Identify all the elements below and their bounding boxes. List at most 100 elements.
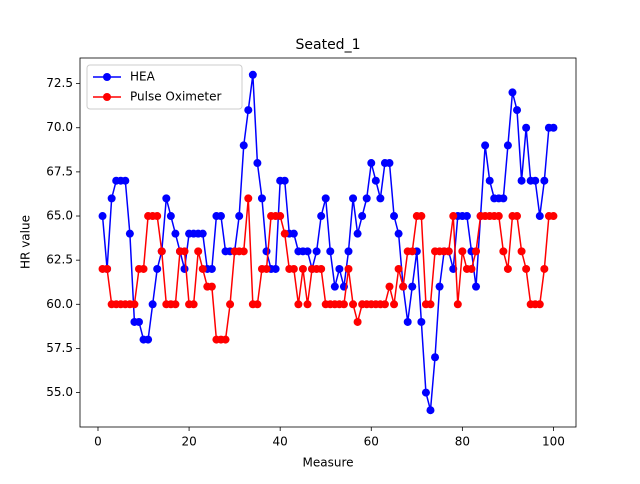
point bbox=[344, 264, 353, 273]
point bbox=[353, 317, 362, 326]
point bbox=[107, 194, 116, 203]
point bbox=[535, 300, 544, 309]
point bbox=[453, 300, 462, 309]
point bbox=[239, 141, 248, 150]
point bbox=[144, 335, 153, 344]
point bbox=[294, 300, 303, 309]
point bbox=[330, 282, 339, 291]
point bbox=[139, 264, 148, 273]
point bbox=[426, 300, 435, 309]
point bbox=[289, 229, 298, 238]
point bbox=[194, 247, 203, 256]
point bbox=[435, 282, 444, 291]
point bbox=[153, 264, 162, 273]
point bbox=[271, 264, 280, 273]
point bbox=[494, 212, 503, 221]
point bbox=[235, 212, 244, 221]
point bbox=[467, 264, 476, 273]
point bbox=[339, 300, 348, 309]
point bbox=[98, 212, 107, 221]
point bbox=[171, 300, 180, 309]
point bbox=[540, 176, 549, 185]
point bbox=[549, 212, 558, 221]
point bbox=[358, 212, 367, 221]
point bbox=[517, 176, 526, 185]
point bbox=[380, 300, 389, 309]
point bbox=[385, 282, 394, 291]
point bbox=[239, 247, 248, 256]
point bbox=[335, 264, 344, 273]
point bbox=[216, 212, 225, 221]
point bbox=[431, 353, 440, 362]
y-axis-label: HR value bbox=[19, 215, 33, 269]
point bbox=[385, 159, 394, 168]
point bbox=[403, 317, 412, 326]
point bbox=[394, 264, 403, 273]
point bbox=[371, 176, 380, 185]
point bbox=[280, 176, 289, 185]
point bbox=[485, 176, 494, 185]
point bbox=[503, 141, 512, 150]
point bbox=[499, 194, 508, 203]
point bbox=[262, 264, 271, 273]
point bbox=[312, 247, 321, 256]
point bbox=[180, 264, 189, 273]
point bbox=[549, 123, 558, 132]
y-tick-label: 72.5 bbox=[46, 76, 73, 90]
point bbox=[444, 247, 453, 256]
point bbox=[317, 212, 326, 221]
point bbox=[421, 388, 430, 397]
point bbox=[198, 229, 207, 238]
point bbox=[417, 317, 426, 326]
point bbox=[449, 212, 458, 221]
point bbox=[317, 264, 326, 273]
x-axis-label: Measure bbox=[303, 456, 354, 470]
point bbox=[166, 212, 175, 221]
point bbox=[513, 106, 522, 115]
point bbox=[408, 247, 417, 256]
point bbox=[244, 194, 253, 203]
point bbox=[522, 264, 531, 273]
point bbox=[353, 229, 362, 238]
legend-box bbox=[86, 64, 243, 110]
y-tick-label: 62.5 bbox=[46, 253, 73, 267]
point bbox=[253, 159, 262, 168]
point bbox=[503, 264, 512, 273]
point bbox=[367, 159, 376, 168]
point bbox=[408, 282, 417, 291]
point bbox=[221, 335, 230, 344]
point bbox=[180, 247, 189, 256]
point bbox=[376, 194, 385, 203]
plot-frame bbox=[79, 57, 577, 428]
point bbox=[394, 229, 403, 238]
point bbox=[303, 300, 312, 309]
point bbox=[157, 247, 166, 256]
point bbox=[121, 176, 130, 185]
point bbox=[130, 300, 139, 309]
x-tick-label: 80 bbox=[455, 435, 470, 449]
point bbox=[153, 212, 162, 221]
point bbox=[513, 212, 522, 221]
point bbox=[207, 282, 216, 291]
point bbox=[499, 247, 508, 256]
point bbox=[349, 194, 358, 203]
point bbox=[390, 300, 399, 309]
y-tick-label: 57.5 bbox=[46, 341, 73, 355]
point bbox=[472, 282, 481, 291]
point bbox=[462, 212, 471, 221]
point bbox=[198, 264, 207, 273]
point bbox=[303, 247, 312, 256]
point bbox=[481, 141, 490, 150]
point bbox=[321, 194, 330, 203]
point bbox=[148, 300, 157, 309]
point bbox=[522, 123, 531, 132]
x-tick-label: 0 bbox=[94, 435, 102, 449]
point bbox=[171, 229, 180, 238]
point bbox=[362, 194, 371, 203]
point bbox=[262, 247, 271, 256]
point bbox=[326, 247, 335, 256]
point bbox=[517, 247, 526, 256]
point bbox=[417, 212, 426, 221]
point bbox=[248, 70, 257, 79]
point bbox=[508, 88, 517, 97]
